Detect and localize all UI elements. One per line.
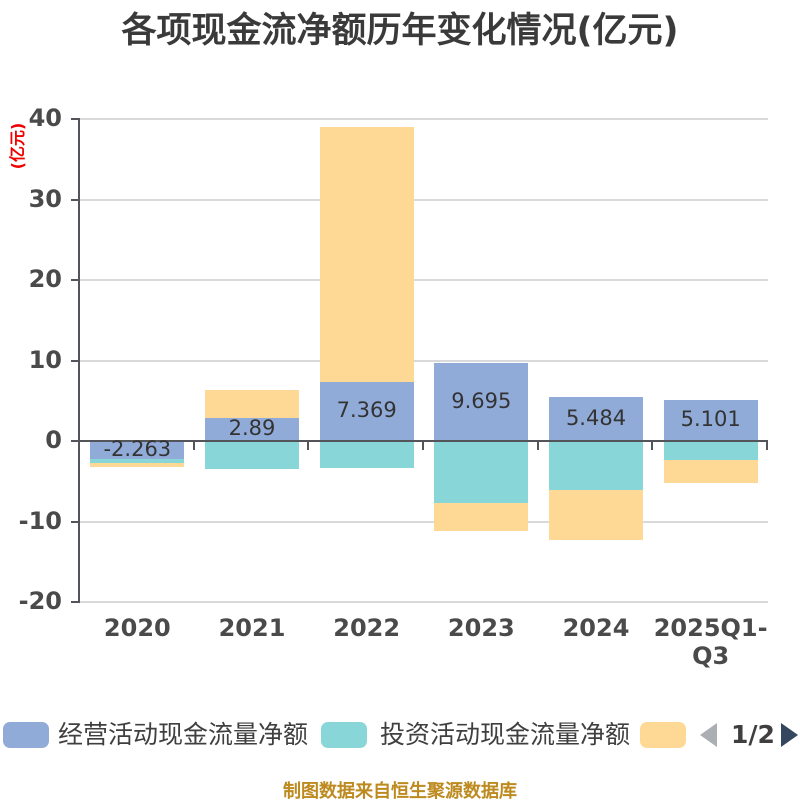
y-tick-label: 30: [28, 184, 62, 213]
x-axis-tick: [422, 441, 424, 450]
legend-prev-page-icon[interactable]: [700, 723, 717, 747]
bar-segment[interactable]: [434, 441, 529, 503]
gridline: [80, 279, 768, 281]
x-axis-tick: [651, 441, 654, 450]
y-axis-line: [78, 118, 80, 603]
bar-segment[interactable]: [549, 441, 643, 491]
y-tick-label: 0: [45, 426, 62, 454]
bar-value-label: -2.263: [103, 437, 172, 462]
x-axis-category-label: 2024: [562, 614, 630, 642]
legend-label-investing[interactable]: 投资活动现金流量净额: [380, 720, 631, 749]
y-axis-tick: [71, 118, 79, 120]
y-axis-tick: [71, 198, 79, 201]
x-axis-tick: [307, 441, 310, 450]
data-source-note: 制图数据来自恒生聚源数据库: [283, 781, 517, 800]
x-axis-category-label: 2020: [103, 614, 171, 642]
gridline: [80, 601, 768, 603]
bar-segment[interactable]: [205, 441, 299, 470]
legend-page-indicator: 1/2: [731, 720, 775, 749]
x-axis-category-label: 2023: [447, 614, 515, 642]
bar-segment[interactable]: [319, 381, 414, 441]
legend-swatch-operating[interactable]: [3, 722, 49, 748]
legend-swatch-investing[interactable]: [321, 722, 367, 748]
bar-segment[interactable]: [434, 362, 529, 441]
legend-label-operating[interactable]: 经营活动现金流量净额: [58, 720, 309, 749]
y-axis-tick: [71, 279, 79, 281]
bar-value-label: 5.101: [680, 407, 741, 432]
y-tick-label: 10: [28, 345, 62, 374]
bar-segment[interactable]: [90, 441, 185, 460]
bar-segment[interactable]: [663, 399, 758, 441]
gridline: [80, 520, 768, 523]
y-axis-tick: [71, 440, 79, 442]
bar-segment[interactable]: [663, 441, 758, 461]
y-axis-tick: [71, 520, 79, 523]
bar-segment[interactable]: [549, 396, 643, 441]
bar-value-label: 9.695: [451, 388, 512, 413]
gridline: [80, 359, 768, 362]
bar-segment[interactable]: [205, 417, 299, 441]
x-axis-category-label: 2022: [333, 614, 401, 642]
chart-title: 各项现金流净额历年变化情况(亿元): [121, 11, 679, 51]
y-tick-label: 20: [28, 265, 62, 293]
y-tick-label: 40: [28, 104, 62, 132]
y-tick-label: -20: [18, 587, 62, 615]
gridline: [80, 118, 768, 120]
bar-value-label: 2.89: [228, 416, 276, 441]
gridline: [80, 198, 768, 201]
y-axis-tick: [71, 601, 79, 603]
legend-next-page-icon[interactable]: [781, 723, 798, 747]
x-axis-category-label: 2021: [218, 614, 286, 642]
y-tick-label: -10: [18, 506, 62, 535]
x-axis-line: [80, 440, 768, 442]
x-axis-category-label: 2025Q1-Q3: [653, 614, 768, 670]
legend-swatch-financing[interactable]: [640, 722, 686, 748]
bar-value-label: 5.484: [565, 405, 627, 430]
x-axis-tick: [766, 441, 768, 450]
x-axis-tick: [536, 441, 539, 450]
y-axis-tick: [71, 359, 79, 362]
bar-segment[interactable]: [319, 441, 414, 468]
bar-value-label: 7.369: [336, 398, 397, 423]
x-axis-tick: [192, 441, 195, 450]
